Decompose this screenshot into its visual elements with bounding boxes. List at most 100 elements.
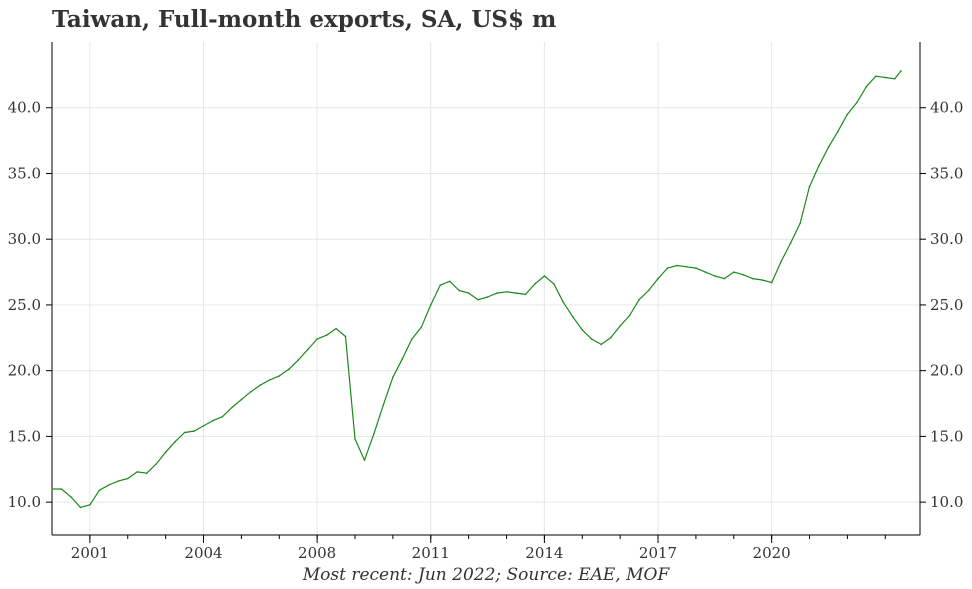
data-point	[70, 496, 72, 498]
data-point	[373, 433, 375, 435]
data-point	[127, 477, 129, 480]
data-point	[98, 489, 101, 492]
data-point	[212, 419, 214, 422]
y-tick-label-left: 30.0	[8, 230, 41, 248]
data-point	[240, 398, 243, 401]
data-point	[628, 314, 631, 317]
data-point	[316, 338, 318, 340]
data-point	[325, 334, 328, 337]
data-point	[893, 78, 896, 80]
series-line-0	[52, 70, 902, 508]
data-point	[714, 275, 716, 277]
data-point	[818, 164, 820, 167]
data-point	[306, 348, 309, 351]
x-tick-label: 2004	[184, 544, 222, 562]
data-point	[846, 113, 849, 116]
y-tick-label-left: 20.0	[8, 362, 41, 380]
data-point	[657, 277, 659, 280]
data-point	[751, 277, 754, 280]
data-point	[202, 425, 205, 427]
data-point	[900, 70, 902, 72]
data-point	[250, 390, 252, 393]
chart-title: Taiwan, Full-month exports, SA, US$ m	[52, 6, 557, 33]
data-point	[581, 329, 584, 331]
data-point	[430, 304, 432, 306]
data-point	[344, 335, 347, 338]
data-point	[515, 292, 517, 294]
data-point	[221, 415, 224, 418]
data-point	[704, 271, 707, 273]
x-tick-label: 2014	[525, 544, 563, 562]
data-point	[145, 472, 148, 475]
data-point	[827, 146, 830, 148]
data-point	[808, 185, 811, 188]
data-point	[505, 291, 508, 293]
data-point	[619, 325, 621, 327]
y-tick-label-right: 40.0	[930, 99, 963, 117]
data-point	[553, 283, 555, 285]
data-point	[837, 130, 839, 133]
y-tick-label-right: 15.0	[930, 427, 963, 445]
data-point	[117, 480, 120, 482]
data-point	[60, 488, 63, 490]
y-tick-label-right: 20.0	[930, 362, 963, 380]
grid	[52, 42, 920, 535]
data-point	[155, 463, 157, 465]
data-point	[676, 264, 678, 267]
data-point	[183, 431, 186, 434]
data-point	[193, 430, 195, 432]
data-point	[335, 327, 337, 330]
y-tick-label-right: 30.0	[930, 230, 963, 248]
data-point	[477, 298, 479, 301]
data-point	[865, 85, 868, 88]
chart-footer: Most recent: Jun 2022; Source: EAE, MOF	[302, 565, 670, 585]
y-tick-label-left: 10.0	[8, 493, 41, 511]
data-point	[297, 359, 300, 361]
data-point	[875, 75, 877, 77]
data-point	[278, 375, 281, 377]
data-point	[411, 338, 413, 340]
data-point	[89, 504, 91, 506]
data-point	[174, 440, 176, 443]
y-tick-label-right: 35.0	[930, 164, 963, 182]
y-tick-label-right: 25.0	[930, 296, 963, 314]
data-point	[572, 316, 574, 318]
data-point	[685, 266, 688, 268]
data-point	[666, 267, 669, 269]
y-tick-label-left: 15.0	[8, 427, 41, 445]
x-tick-label: 2017	[639, 544, 677, 562]
data-point	[770, 281, 773, 284]
data-point	[287, 368, 290, 371]
x-tick-label: 2008	[298, 544, 336, 562]
data-point	[600, 343, 602, 346]
data-point	[136, 471, 138, 473]
y-tick-label-left: 35.0	[8, 164, 41, 182]
axis-ticks: 2001 2004 2008 2011 2014 2017 2020 10.0 10.0 15.0…	[8, 99, 964, 562]
data-point	[609, 337, 612, 339]
data-point	[534, 283, 536, 285]
y-tick-label-left: 25.0	[8, 296, 41, 314]
data-point	[382, 404, 385, 406]
data-point	[543, 275, 546, 277]
data-point	[695, 267, 697, 269]
data-point	[780, 260, 782, 263]
data-point	[164, 451, 167, 454]
x-tick-label: 2001	[71, 544, 109, 562]
data-point	[486, 296, 489, 298]
data-point	[742, 273, 744, 276]
data-point	[392, 376, 394, 379]
data-point	[524, 293, 527, 296]
y-tick-label-left: 40.0	[8, 99, 41, 117]
data-point	[354, 438, 356, 440]
data-point	[448, 280, 451, 283]
data-point	[496, 292, 498, 294]
plot-frame	[51, 42, 921, 536]
series-layer	[51, 70, 902, 509]
data-point	[259, 384, 262, 386]
data-point	[647, 289, 650, 292]
data-point	[269, 379, 271, 381]
data-point	[458, 289, 461, 292]
data-point	[761, 279, 763, 281]
data-point	[231, 406, 233, 409]
